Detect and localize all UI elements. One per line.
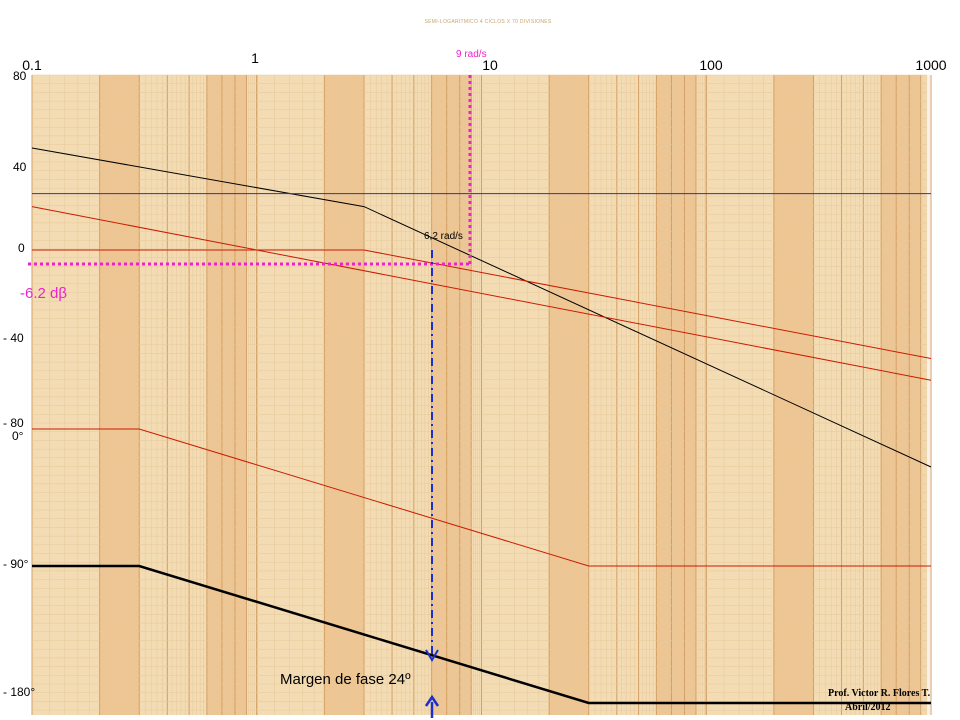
label-9-rad-s: 9 rad/s — [456, 49, 487, 60]
series-layer — [31, 147, 932, 705]
magnitude-asymptote-total — [31, 147, 932, 468]
phase-tick-label: - 180° — [3, 685, 35, 699]
shaded-band — [881, 75, 921, 715]
magnitude-asymptote-pole — [32, 249, 932, 359]
credit-author: Prof. Victor R. Flores T. — [828, 688, 931, 699]
x-tick-label: 10 — [482, 57, 498, 73]
label-gain-margin: -6.2 dβ — [20, 285, 67, 302]
shaded-band — [324, 75, 364, 715]
arrow-up-icon — [424, 694, 440, 707]
shaded-band — [549, 75, 589, 715]
label-phase-margin: Margen de fase 24º — [280, 671, 411, 688]
magnitude-tick-label: 80 — [13, 69, 27, 83]
magnitude-tick-label: 0 — [18, 241, 25, 255]
arrow-down-icon — [425, 649, 439, 662]
x-tick-label: 1 — [251, 50, 259, 66]
phase-tick-label: 0° — [12, 429, 24, 443]
magnitude-tick-label: 40 — [13, 160, 27, 174]
shaded-band — [773, 75, 814, 715]
shaded-band — [206, 75, 247, 715]
phase-asymptote-pole — [32, 428, 931, 567]
x-tick-label: 0.1 — [22, 57, 42, 73]
sheet-title: SEMI-LOGARITMICO 4 CICLOS X 70 DIVISIONE… — [424, 19, 551, 25]
grid-lines — [31, 74, 932, 715]
phase-asymptote-total — [32, 564, 931, 705]
phase-tick-label: - 90° — [3, 557, 29, 571]
magnitude-asymptote-integrator — [31, 206, 932, 381]
shaded-band — [431, 75, 472, 715]
x-tick-label: 100 — [699, 57, 723, 73]
x-tick-label: 1000 — [915, 57, 946, 73]
label-6-2-rad-s: 6,2 rad/s — [424, 231, 463, 242]
shaded-band — [99, 75, 140, 715]
shaded-band — [656, 75, 696, 715]
credit-date: Abril/2012 — [845, 702, 891, 713]
magnitude-tick-label: - 40 — [3, 331, 24, 345]
magnitude-tick-label: - 80 — [3, 416, 24, 430]
